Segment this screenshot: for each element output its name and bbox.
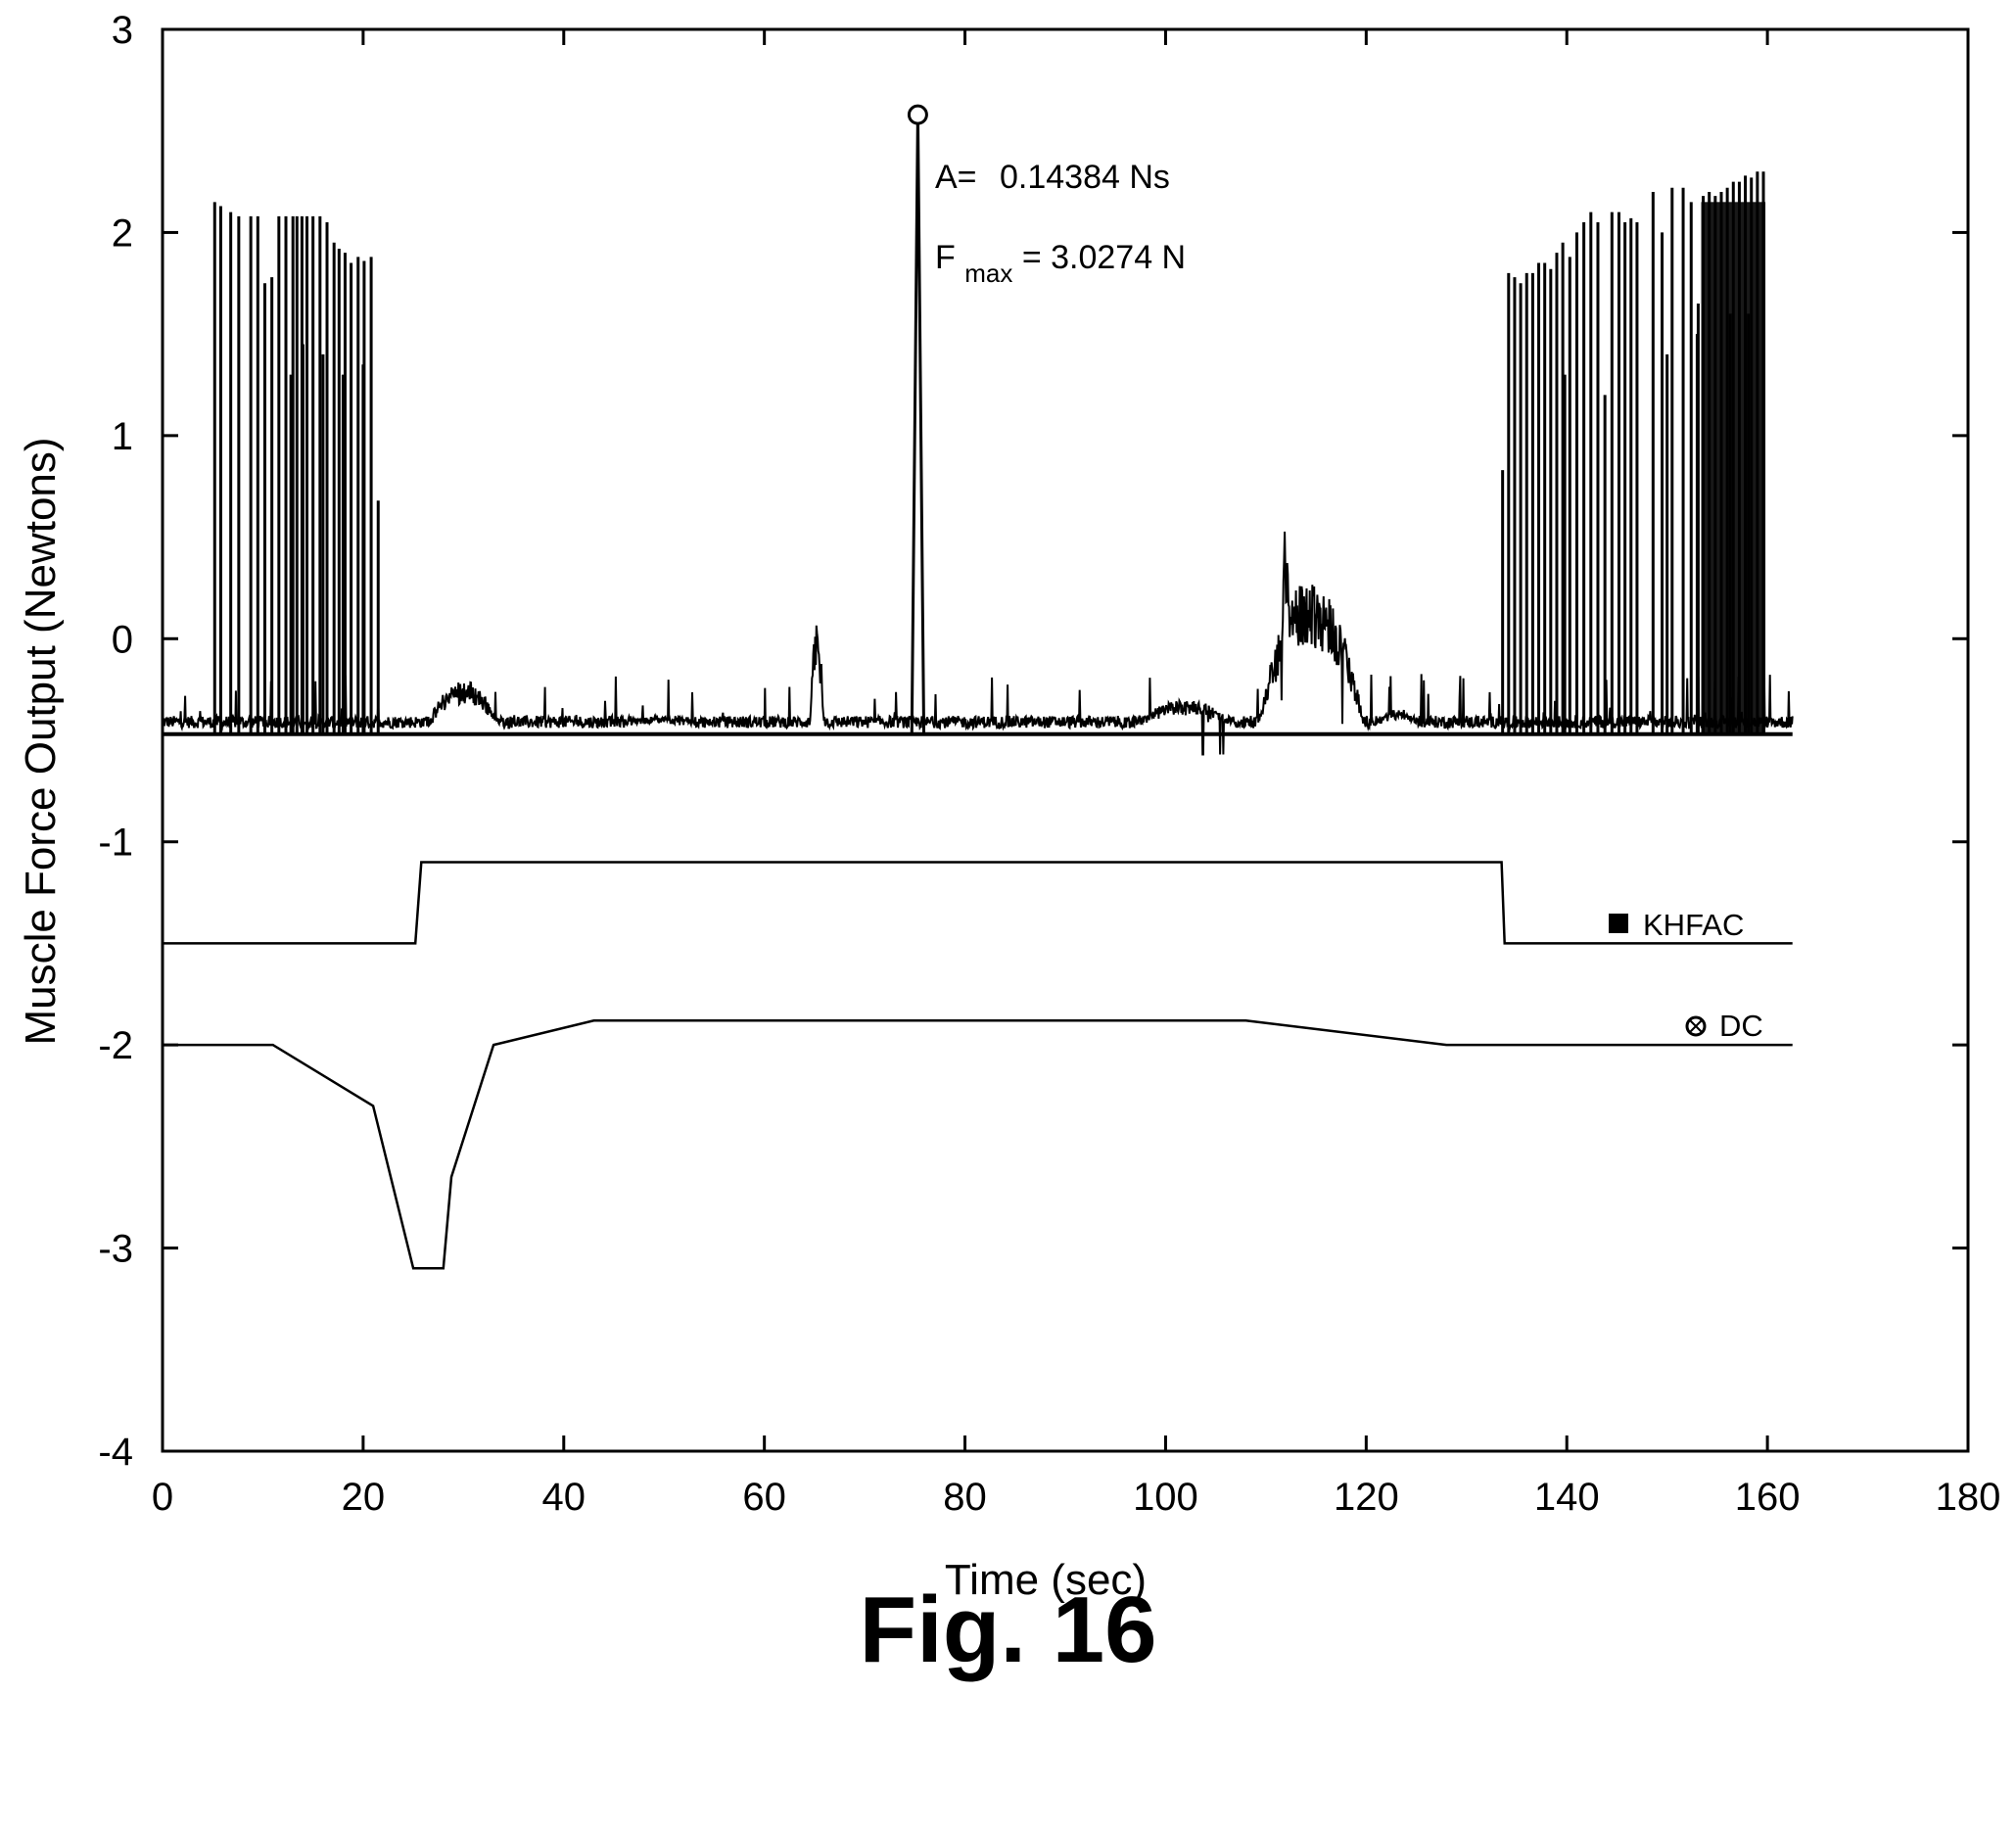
legend-label-dc: DC: [1719, 1009, 1763, 1043]
impulse-value: 0.14384 Ns: [1000, 159, 1170, 196]
impulse-annotation: A= 0.14384 Ns: [935, 159, 1170, 196]
series-line-force: [162, 531, 1794, 756]
legend-marker-khfac: [1609, 914, 1628, 933]
x-tick-label-6: 120: [1334, 1476, 1399, 1519]
legend-label-khfac: KHFAC: [1643, 908, 1744, 942]
y-axis-title: Muscle Force Output (Newtons): [17, 437, 65, 1045]
x-tick-label-3: 60: [742, 1476, 786, 1519]
fmax-label: F: [935, 239, 956, 276]
series-line-dc: [163, 1019, 1793, 1270]
x-tick-label-1: 20: [342, 1476, 386, 1519]
y-tick-label-2: -2: [98, 1024, 133, 1067]
fmax-value: = 3.0274 N: [1022, 239, 1186, 276]
series-line-khfac: [163, 861, 1793, 945]
series-layer: [162, 104, 1794, 1270]
axis-ticks: 0 20 40 60 80 100 120 140 160 180 -4 -3 -2 -1 0 1 2 3: [98, 9, 2000, 1519]
x-tick-label-8: 160: [1735, 1476, 1801, 1519]
y-tick-label-7: 3: [112, 9, 133, 52]
x-tick-label-0: 0: [152, 1476, 173, 1519]
x-tick-label-9: 180: [1936, 1476, 2001, 1519]
x-axis-title: Time (sec): [945, 1556, 1147, 1604]
y-tick-label-6: 2: [112, 212, 133, 255]
force-dense-block: [1701, 202, 1766, 734]
x-tick-label-7: 140: [1534, 1476, 1600, 1519]
fmax-annotation: F max = 3.0274 N: [935, 239, 1186, 290]
x-tick-label-5: 100: [1133, 1476, 1198, 1519]
x-tick-label-4: 80: [943, 1476, 987, 1519]
figure-caption: Fig. 16: [859, 1577, 1157, 1682]
y-tick-label-5: 1: [112, 415, 133, 458]
fmax-subscript: max: [964, 259, 1012, 288]
plot-frame: [161, 27, 1970, 1453]
impulse-label: A=: [935, 159, 977, 196]
force-peak-spike: [910, 115, 926, 734]
y-tick-label-4: 0: [112, 618, 133, 661]
y-tick-label-0: -4: [98, 1431, 133, 1474]
x-tick-label-2: 40: [542, 1476, 586, 1519]
legend-marker-dc: [1685, 1015, 1707, 1037]
y-tick-label-1: -3: [98, 1228, 133, 1271]
y-tick-label-3: -1: [98, 822, 133, 865]
force-peak-marker: [907, 104, 928, 125]
